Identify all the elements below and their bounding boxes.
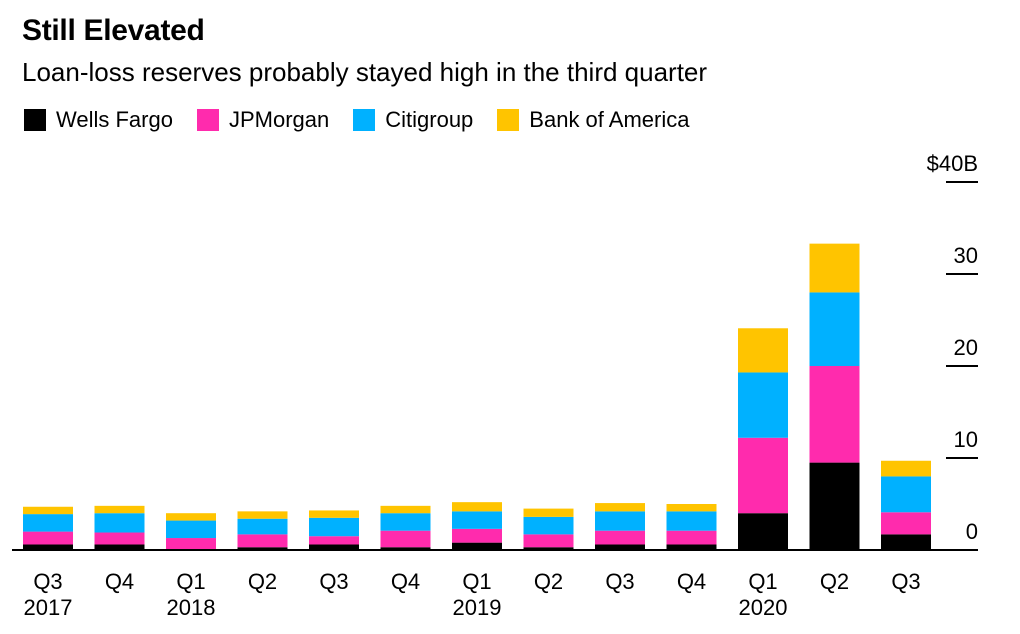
bar-bank-of-america-q4-2017 [94, 505, 145, 514]
bar-jpmorgan-q3-2020 [881, 512, 931, 535]
x-tick-label-q1-2020: Q1 [748, 569, 777, 594]
bar-jpmorgan-q1-2018 [166, 538, 216, 550]
bar-bank-of-america-q3-2019 [595, 503, 645, 512]
chart-legend: Wells Fargo JPMorgan Citigroup Bank of A… [24, 107, 713, 133]
legend-label-citigroup: Citigroup [385, 107, 474, 132]
bar-jpmorgan-q2-2020 [809, 366, 860, 463]
legend-item-bank-of-america: Bank of America [497, 107, 689, 133]
x-tick-label-q4-2017: Q4 [105, 569, 134, 594]
x-year-label-2018: 2018 [167, 595, 216, 620]
bar-jpmorgan-q4-2017 [94, 532, 145, 545]
y-tick-label-30: 30 [954, 243, 978, 268]
bar-jpmorgan-q2-2018 [237, 534, 288, 548]
bar-jpmorgan-q1-2019 [452, 528, 502, 543]
bar-citigroup-q1-2020 [738, 372, 788, 438]
legend-swatch-wells-fargo [24, 109, 46, 131]
bar-wells-fargo-q3-2018 [309, 544, 359, 550]
bar-bank-of-america-q1-2020 [738, 328, 788, 373]
legend-swatch-citigroup [353, 109, 376, 131]
x-year-label-2017: 2017 [24, 595, 73, 620]
bar-jpmorgan-q3-2018 [309, 536, 359, 545]
bar-wells-fargo-q4-2019 [666, 544, 717, 550]
bar-wells-fargo-q2-2019 [523, 547, 574, 550]
bar-wells-fargo-q3-2020 [881, 534, 931, 550]
x-tick-label-q3-2019: Q3 [605, 569, 634, 594]
bar-citigroup-q4-2017 [94, 513, 145, 533]
bar-wells-fargo-q2-2018 [237, 547, 288, 550]
bar-bank-of-america-q3-2018 [309, 510, 359, 518]
y-tick-label-10: 10 [954, 427, 978, 452]
bar-wells-fargo-q1-2019 [452, 542, 502, 550]
bar-citigroup-q4-2019 [666, 511, 717, 531]
bar-wells-fargo-q2-2020 [809, 462, 860, 550]
legend-item-jpmorgan: JPMorgan [196, 107, 330, 133]
chart-title: Still Elevated [22, 14, 205, 47]
x-tick-label-q2-2020: Q2 [820, 569, 849, 594]
x-tick-label-q4-2018: Q4 [391, 569, 420, 594]
legend-swatch-bank-of-america [497, 109, 520, 131]
y-tick-label-0: 0 [966, 519, 978, 544]
bar-bank-of-america-q2-2019 [523, 508, 574, 517]
bar-bank-of-america-q2-2018 [237, 511, 288, 519]
bar-jpmorgan-q3-2017 [23, 531, 73, 545]
bar-citigroup-q2-2020 [809, 292, 860, 366]
bar-citigroup-q3-2020 [881, 476, 931, 513]
x-tick-label-q3-2017: Q3 [33, 569, 62, 594]
bar-jpmorgan-q4-2018 [380, 530, 431, 548]
x-year-label-2019: 2019 [453, 595, 502, 620]
bar-citigroup-q3-2017 [23, 514, 73, 532]
bar-citigroup-q3-2019 [595, 511, 645, 531]
bar-jpmorgan-q4-2019 [666, 530, 717, 545]
bar-bank-of-america-q3-2020 [881, 460, 931, 477]
bar-wells-fargo-q4-2017 [94, 544, 145, 550]
bar-wells-fargo-q3-2017 [23, 544, 73, 550]
legend-swatch-jpmorgan [196, 109, 219, 131]
x-tick-label-q1-2018: Q1 [176, 569, 205, 594]
bar-bank-of-america-q1-2018 [166, 513, 216, 521]
legend-item-wells-fargo: Wells Fargo [24, 107, 173, 133]
bar-citigroup-q3-2018 [309, 517, 359, 537]
x-tick-label-q2-2018: Q2 [248, 569, 277, 594]
bar-jpmorgan-q2-2019 [523, 534, 574, 548]
bar-citigroup-q4-2018 [380, 513, 431, 531]
bar-citigroup-q1-2018 [166, 520, 216, 539]
y-tick-label-20: 20 [954, 335, 978, 360]
bar-wells-fargo-q3-2019 [595, 544, 645, 550]
legend-item-citigroup: Citigroup [353, 107, 473, 133]
bar-citigroup-q2-2019 [523, 516, 574, 535]
x-tick-label-q4-2019: Q4 [677, 569, 706, 594]
legend-label-wells-fargo: Wells Fargo [56, 107, 173, 132]
x-year-label-2020: 2020 [739, 595, 788, 620]
legend-label-jpmorgan: JPMorgan [228, 107, 330, 132]
bar-bank-of-america-q1-2019 [452, 502, 502, 512]
x-tick-label-q3-2020: Q3 [891, 569, 920, 594]
bar-bank-of-america-q4-2018 [380, 505, 431, 514]
x-tick-label-q2-2019: Q2 [534, 569, 563, 594]
bar-citigroup-q2-2018 [237, 518, 288, 535]
bar-bank-of-america-q3-2017 [23, 506, 73, 515]
bars-layer [23, 243, 931, 550]
bar-bank-of-america-q4-2019 [666, 504, 717, 512]
x-tick-label-q1-2019: Q1 [462, 569, 491, 594]
y-tick-label-40: $40B [927, 151, 978, 176]
legend-label-bank-of-america: Bank of America [529, 107, 690, 132]
chart-subtitle: Loan-loss reserves probably stayed high … [22, 57, 708, 87]
x-tick-label-q3-2018: Q3 [319, 569, 348, 594]
bar-jpmorgan-q1-2020 [738, 437, 788, 514]
bar-wells-fargo-q4-2018 [380, 547, 431, 550]
bar-jpmorgan-q3-2019 [595, 530, 645, 545]
bar-bank-of-america-q2-2020 [809, 243, 860, 293]
bar-wells-fargo-q1-2020 [738, 513, 788, 550]
bar-citigroup-q1-2019 [452, 511, 502, 529]
